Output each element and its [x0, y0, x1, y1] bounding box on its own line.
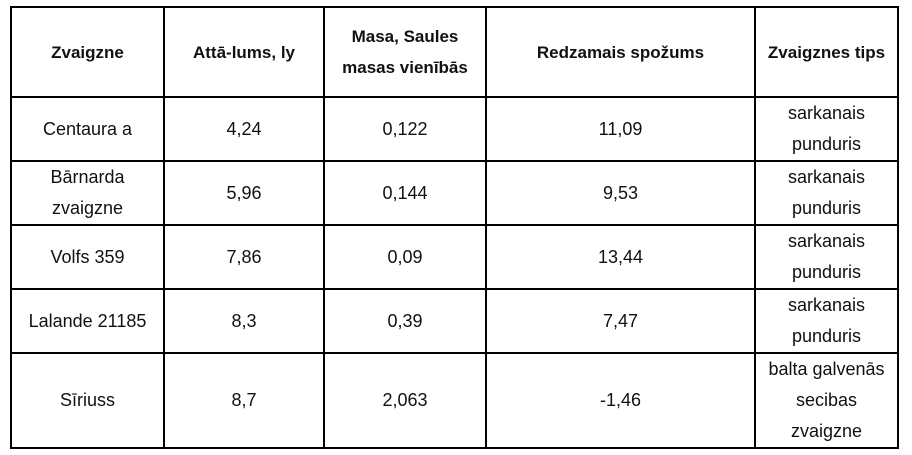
table-cell: sarkanais punduris [754, 224, 899, 290]
table-cell: 9,53 [485, 160, 756, 226]
table-cell: -1,46 [485, 352, 756, 449]
table-cell: 8,3 [163, 288, 325, 354]
table-cell: 4,24 [163, 96, 325, 162]
table-row: Centaura a 4,24 0,122 11,09 sarkanais pundur… [10, 96, 899, 162]
table-cell: Sīriuss [10, 352, 165, 449]
table-cell: Lalande 21185 [10, 288, 165, 354]
table-cell: 11,09 [485, 96, 756, 162]
table-row: Volfs 359 7,86 0,09 13,44 sarkanais punduris [10, 224, 899, 290]
table-cell: 0,122 [323, 96, 487, 162]
header-cell: Zvaigzne [10, 6, 165, 98]
table-cell: Centaura a [10, 96, 165, 162]
table-cell: 8,7 [163, 352, 325, 449]
table-cell: 7,47 [485, 288, 756, 354]
star-table: Zvaigzne Attā-lums, ly Masa, Saules masas … [10, 6, 899, 449]
header-cell: Zvaigznes tips [754, 6, 899, 98]
header-cell: Masa, Saules masas vienībās [323, 6, 487, 98]
table-cell: balta galvenās secibas zvaigzne [754, 352, 899, 449]
table-cell: sarkanais punduris [754, 288, 899, 354]
table-cell: sarkanais punduris [754, 96, 899, 162]
table-cell: 0,39 [323, 288, 487, 354]
table-row: Lalande 21185 8,3 0,39 7,47 sarkanais pundur… [10, 288, 899, 354]
table-cell: Bārnarda zvaigzne [10, 160, 165, 226]
table-cell: 0,09 [323, 224, 487, 290]
table-cell: Volfs 359 [10, 224, 165, 290]
table-cell: 5,96 [163, 160, 325, 226]
header-cell: Attā-lums, ly [163, 6, 325, 98]
table-cell: 2,063 [323, 352, 487, 449]
table-cell: 0,144 [323, 160, 487, 226]
header-cell: Redzamais spožums [485, 6, 756, 98]
table-cell: sarkanais punduris [754, 160, 899, 226]
table-cell: 7,86 [163, 224, 325, 290]
table-cell: 13,44 [485, 224, 756, 290]
header-row: Zvaigzne Attā-lums, ly Masa, Saules masas … [10, 6, 899, 98]
table-row: Bārnarda zvaigzne 5,96 0,144 9,53 sarkanais … [10, 160, 899, 226]
table-row: Sīriuss 8,7 2,063 -1,46 balta galvenās secib… [10, 352, 899, 449]
